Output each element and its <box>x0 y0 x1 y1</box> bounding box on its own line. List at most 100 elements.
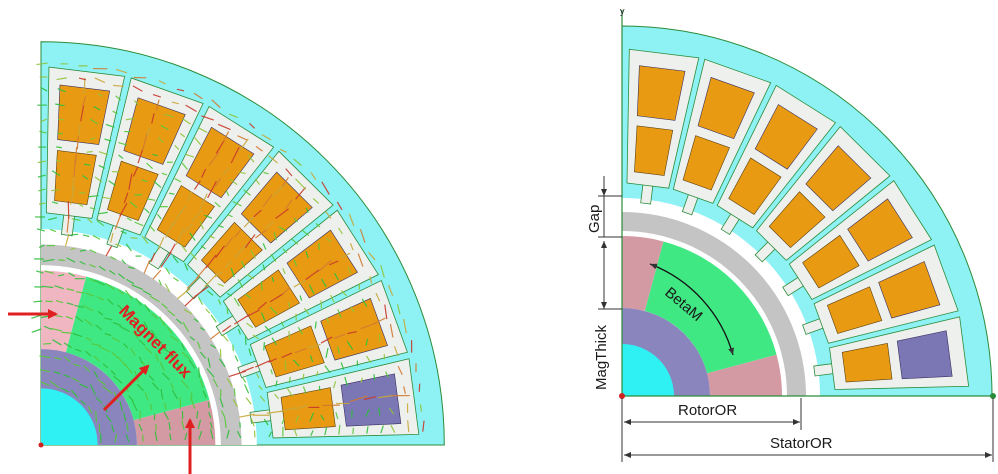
flux-vector <box>380 265 385 278</box>
flux-vector <box>197 419 202 430</box>
flux-vector <box>315 222 321 228</box>
rotoror-dimension: RotorOR <box>621 398 802 462</box>
flux-vector <box>38 202 46 205</box>
flux-vector <box>131 284 143 290</box>
flux-vector <box>125 434 130 443</box>
flux-vector <box>241 261 246 269</box>
flux-vector <box>279 148 287 153</box>
flux-vector <box>104 333 112 337</box>
flux-vector <box>53 371 61 375</box>
flux-vector <box>118 154 124 160</box>
flux-vector <box>373 317 386 325</box>
flux-vector <box>61 331 73 334</box>
flux-vector <box>149 403 153 411</box>
flux-vector <box>268 431 273 438</box>
flux-vector <box>250 249 256 259</box>
coil-inner <box>634 125 674 176</box>
flux-vector <box>352 427 355 435</box>
flux-vector <box>270 369 273 375</box>
flux-vector <box>281 352 293 358</box>
flux-vector <box>252 334 259 340</box>
flux-vector <box>83 163 91 166</box>
flux-vector <box>314 321 317 329</box>
coil-inner <box>107 160 159 221</box>
flux-vector <box>208 411 212 419</box>
flux-vector <box>83 365 90 373</box>
flux-vector <box>136 383 144 392</box>
flux-vector <box>67 201 70 219</box>
flux-vector <box>312 198 320 205</box>
flux-vector <box>94 279 105 286</box>
flux-vector <box>87 406 93 414</box>
flux-vector <box>191 209 203 222</box>
flux-vector <box>81 96 87 108</box>
flux-vector <box>150 329 156 337</box>
flux-vector <box>288 330 291 340</box>
flux-vector <box>199 379 204 388</box>
coil-outer <box>754 104 818 170</box>
flux-vector <box>105 245 113 257</box>
flux-vector <box>152 153 159 157</box>
flux-vector <box>110 351 119 359</box>
flux-vector <box>146 127 150 137</box>
flux-vector <box>66 302 74 306</box>
flux-vector <box>148 375 155 382</box>
flux-vector <box>40 118 47 123</box>
flux-vector <box>175 318 183 325</box>
flux-vector <box>270 253 277 262</box>
flux-vector <box>247 155 255 163</box>
flux-vector <box>160 389 164 400</box>
flux-vector <box>217 123 231 131</box>
flux-vector <box>268 155 278 164</box>
flux-vector <box>250 417 255 427</box>
flux-vector <box>175 360 181 370</box>
flux-vector <box>234 243 248 258</box>
flux-vector <box>68 272 75 277</box>
flux-vector <box>305 207 309 213</box>
flux-vector <box>238 138 249 152</box>
flux-vector <box>43 325 52 331</box>
flux-vector <box>141 235 149 245</box>
flux-vector <box>340 252 351 258</box>
flux-vector <box>89 263 96 268</box>
flux-vector <box>217 224 224 229</box>
flux-vector <box>378 407 381 416</box>
flux-vector <box>146 162 154 170</box>
flux-vector <box>124 363 133 374</box>
flux-vector <box>189 336 196 341</box>
flux-vector <box>111 424 115 433</box>
flux-vector <box>104 138 112 142</box>
flux-vector <box>66 216 70 233</box>
diagonal-arrow-indicator <box>102 364 150 412</box>
left-motor-quarter <box>40 41 445 446</box>
flux-vector <box>271 337 278 346</box>
flux-vector <box>152 93 161 98</box>
flux-vector <box>95 324 103 331</box>
flux-vector <box>264 325 272 334</box>
flux-vector <box>133 100 139 106</box>
geometry-parameter-panel: y BetaM Gap MagThick RotorOR <box>586 6 996 462</box>
flux-vector <box>60 387 70 393</box>
magnet-segment-high <box>41 270 87 353</box>
flux-vector <box>262 243 267 250</box>
flux-vector <box>64 233 70 247</box>
flux-vector <box>293 259 298 267</box>
magnet-segment-low <box>707 354 782 396</box>
flux-vector <box>321 278 327 288</box>
flux-vector <box>138 423 143 432</box>
flux-vector <box>130 237 138 239</box>
flux-vector <box>245 309 260 318</box>
flux-vector <box>33 300 43 303</box>
flux-vector <box>282 267 286 275</box>
flux-vector <box>243 189 251 196</box>
flux-vector <box>161 172 168 176</box>
flux-vector <box>295 187 306 200</box>
flux-vector <box>35 270 44 274</box>
flux-vector <box>125 243 132 252</box>
flux-vector <box>318 243 321 251</box>
flux-vector <box>55 103 65 107</box>
coil-inner <box>802 234 860 289</box>
flux-vector <box>39 355 51 359</box>
coil-inner <box>280 387 336 431</box>
flux-vector <box>222 325 232 333</box>
